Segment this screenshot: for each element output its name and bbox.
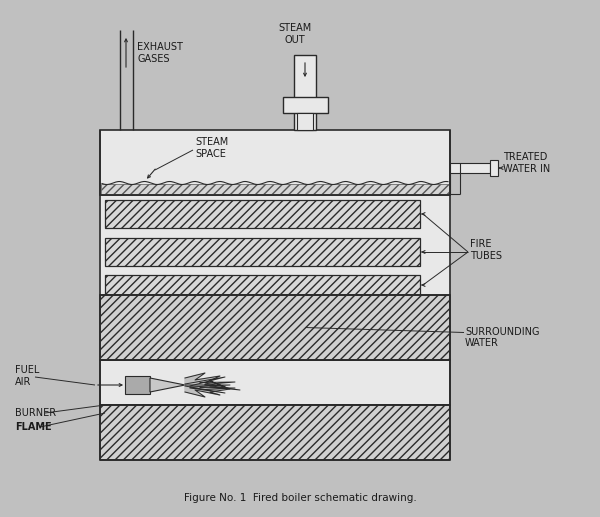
Text: FIRE
TUBES: FIRE TUBES bbox=[470, 239, 502, 261]
Text: TREATED
WATER IN: TREATED WATER IN bbox=[503, 152, 550, 174]
Bar bbox=[283, 97, 328, 113]
Bar bbox=[100, 130, 450, 195]
Bar bbox=[100, 295, 450, 360]
Bar bbox=[490, 160, 498, 176]
Bar bbox=[105, 200, 420, 228]
Text: FLAME: FLAME bbox=[15, 422, 52, 432]
Polygon shape bbox=[150, 378, 185, 392]
Text: BURNER: BURNER bbox=[15, 408, 56, 418]
Bar bbox=[297, 113, 313, 130]
Bar bbox=[450, 163, 490, 173]
Text: SURROUNDING
WATER: SURROUNDING WATER bbox=[465, 327, 539, 348]
Bar bbox=[100, 405, 450, 460]
Bar bbox=[100, 195, 450, 295]
Bar bbox=[105, 275, 420, 295]
Text: Figure No. 1  Fired boiler schematic drawing.: Figure No. 1 Fired boiler schematic draw… bbox=[184, 493, 416, 503]
Polygon shape bbox=[185, 373, 230, 397]
Bar bbox=[105, 238, 420, 266]
Bar bbox=[125, 376, 150, 394]
Bar bbox=[101, 184, 449, 194]
Bar bbox=[294, 55, 316, 130]
Text: STEAM
OUT: STEAM OUT bbox=[278, 23, 311, 45]
Text: FUEL
AIR: FUEL AIR bbox=[15, 365, 40, 387]
Text: EXHAUST
GASES: EXHAUST GASES bbox=[137, 42, 183, 64]
Bar bbox=[100, 360, 450, 405]
Text: STEAM
SPACE: STEAM SPACE bbox=[195, 137, 228, 159]
